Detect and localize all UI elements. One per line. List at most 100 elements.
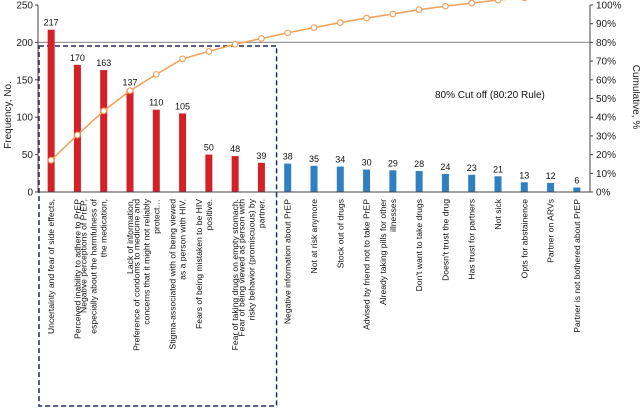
cumulative-point xyxy=(100,107,108,115)
category-label: the medication, xyxy=(99,199,109,257)
bar xyxy=(152,109,160,192)
bar-value-label: 48 xyxy=(230,144,240,154)
category-label-group: Negative information about PrEP xyxy=(283,199,293,324)
y2-tick-label: 20% xyxy=(596,150,616,161)
bars-layer xyxy=(47,29,581,192)
cumulative-point xyxy=(258,35,265,42)
y2-tick-label: 50% xyxy=(596,94,616,105)
cumulative-point xyxy=(74,131,81,139)
cumulative-point xyxy=(179,55,186,63)
category-label: Partner on ARVs xyxy=(546,199,556,263)
category-label-group: Partner on ARVs xyxy=(546,199,556,263)
y2-tick-label: 30% xyxy=(596,131,616,142)
bar xyxy=(205,154,213,192)
category-label-group: Uncertainty and fear of side effects, xyxy=(46,199,56,334)
bar-value-label: 21 xyxy=(493,164,503,174)
bar xyxy=(73,64,81,192)
bar xyxy=(441,174,449,192)
category-label-group: Partner is not bothered about PrEP xyxy=(572,199,582,333)
bar xyxy=(415,171,423,192)
category-label-group: Fear of taking drugs on empty stomach. xyxy=(230,199,240,350)
category-label: illnesses xyxy=(388,199,398,232)
category-label-group: Stigma-associated with of being viewed as… xyxy=(168,199,188,350)
bar-value-label: 13 xyxy=(519,170,529,180)
category-label-group: Has trust for partners xyxy=(467,199,477,280)
category-label: Already taking pills for other xyxy=(378,199,388,305)
category-label-group: Preference of condoms to medicine and con… xyxy=(131,198,161,351)
y2-tick-label: 90% xyxy=(596,19,616,30)
bar xyxy=(468,174,476,192)
category-label-group: Not sick xyxy=(493,198,503,229)
bar xyxy=(573,187,581,192)
y2-axis-label: Cumulative, % xyxy=(630,65,640,130)
category-label: Advised by friend not to take PrEP xyxy=(362,199,372,330)
category-label-group: Stock out of drugs xyxy=(335,199,345,268)
bar xyxy=(494,176,502,192)
y-tick-label: 100 xyxy=(16,113,33,124)
category-label: Doesn't trust the drug xyxy=(440,199,450,281)
y2-tick-label: 0% xyxy=(596,188,611,199)
category-label: Preference of condoms to medicine and xyxy=(131,199,141,351)
bar xyxy=(257,162,265,192)
y-tick-label: 250 xyxy=(16,1,33,12)
category-label: Don't want to take drugs xyxy=(414,199,424,291)
category-label: Fear of being viewed as person with xyxy=(236,199,246,337)
category-label: concerns that it might not reliably xyxy=(141,198,151,324)
category-label: protect… xyxy=(151,199,161,234)
category-label: Fear of taking drugs on empty stomach. xyxy=(230,199,240,350)
y-tick-label: 150 xyxy=(16,75,33,86)
category-label: Stigma-associated with of being viewed xyxy=(168,199,178,350)
grid-layer xyxy=(38,41,590,407)
category-label-group: Perceived inability to adhere to PrEP xyxy=(72,199,82,339)
y-tick-label: 50 xyxy=(22,150,34,161)
category-label: Negative information about PrEP xyxy=(283,199,293,324)
category-label: Not sick xyxy=(493,198,503,229)
bar-value-label: 170 xyxy=(70,53,85,63)
y2-tick-label: 40% xyxy=(596,113,616,124)
cumulative-point xyxy=(231,40,239,48)
bar xyxy=(310,165,318,192)
category-label: Partner is not bothered about PrEP xyxy=(572,199,582,333)
bar-value-label: 29 xyxy=(388,158,398,168)
category-label: Uncertainty and fear of side effects, xyxy=(46,199,56,334)
category-label: Not at risk anymore xyxy=(309,199,319,274)
bar-value-label: 24 xyxy=(440,162,450,172)
bar xyxy=(100,70,108,192)
category-label: Negative perceptions of PrEP, xyxy=(79,199,89,313)
y2-tick-label: 70% xyxy=(596,57,616,68)
category-label-group: Advised by friend not to take PrEP xyxy=(362,199,372,330)
category-label: Fears of being mistaken to be HIV xyxy=(194,199,204,329)
category-label: Perceived inability to adhere to PrEP xyxy=(72,199,82,339)
bar xyxy=(47,29,55,192)
axis-layer: 0 50 100 150 200 250 0% 10% 20% 30% 40% 50% 60% 70% 80… xyxy=(16,1,621,199)
bar xyxy=(363,169,371,192)
category-label: Opts for abstainence xyxy=(519,199,529,279)
bar-value-label: 105 xyxy=(175,101,190,111)
category-label-group: Fears of being mistaken to be HIV positiv… xyxy=(194,199,214,329)
category-label-group: Opts for abstainence xyxy=(519,199,529,279)
category-label-group: Fear of being viewed as person with risky… xyxy=(236,198,266,336)
bar-value-label: 12 xyxy=(546,171,556,181)
y2-tick-label: 60% xyxy=(596,75,616,86)
bar-value-label: 28 xyxy=(414,159,424,169)
category-label-group: Already taking pills for other illnesses xyxy=(378,199,398,305)
bar-value-label: 23 xyxy=(467,163,477,173)
category-label: Has trust for partners xyxy=(467,199,477,280)
bar-value-label: 110 xyxy=(149,98,163,108)
y2-tick-label: 10% xyxy=(596,169,616,180)
cumulative-point xyxy=(126,87,134,95)
cumulative-point xyxy=(310,24,318,32)
labels-layer: 217 Uncertainty and fear of side effects,… xyxy=(44,18,582,351)
cumulative-point xyxy=(494,0,502,4)
y2-tick-label: 80% xyxy=(596,38,616,49)
cumulative-point xyxy=(363,14,370,22)
cumulative-point xyxy=(152,70,160,78)
cumulative-point xyxy=(284,29,292,37)
bar xyxy=(126,89,134,192)
category-label-group: Negative perceptions of PrEP, especially … xyxy=(79,198,109,333)
bar-value-label: 50 xyxy=(204,143,214,153)
bar xyxy=(336,166,344,192)
y-tick-label: 0 xyxy=(27,188,33,199)
bar-value-label: 39 xyxy=(256,151,266,161)
